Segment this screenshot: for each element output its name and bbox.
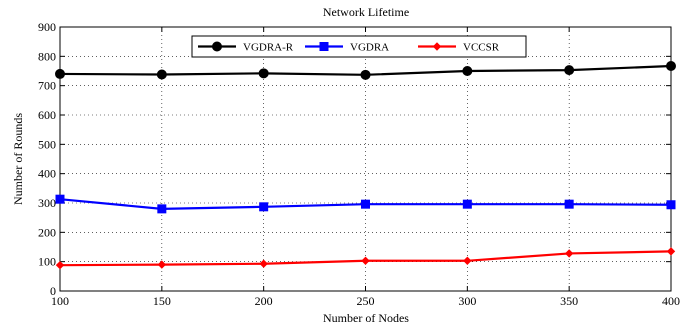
- data-point-vccsr: [362, 257, 369, 264]
- y-tick-label: 600: [38, 108, 56, 122]
- y-tick-label: 900: [38, 20, 56, 34]
- y-tick-label: 100: [38, 255, 56, 269]
- data-point-vgdra: [463, 200, 471, 208]
- y-tick-label: 700: [38, 79, 56, 93]
- data-point-vccsr: [668, 248, 675, 255]
- data-point-vgdra: [260, 203, 268, 211]
- data-point-vgdra: [667, 201, 675, 209]
- series-vgdra-r: [56, 62, 676, 80]
- x-tick-label: 400: [662, 294, 680, 308]
- series: [56, 62, 676, 269]
- data-point-vgdra-r: [157, 70, 166, 79]
- data-point-vccsr: [464, 257, 471, 264]
- y-tick-label: 200: [38, 225, 56, 239]
- legend-swatch-marker: [320, 43, 328, 51]
- x-tick-label: 350: [560, 294, 578, 308]
- data-point-vgdra-r: [463, 67, 472, 76]
- data-point-vccsr: [260, 260, 267, 267]
- data-point-vgdra-r: [667, 62, 676, 71]
- x-tick-label: 200: [255, 294, 273, 308]
- data-point-vgdra: [362, 200, 370, 208]
- legend-label: VCCSR: [463, 42, 500, 54]
- legend-swatch-marker: [213, 42, 222, 51]
- data-point-vgdra: [56, 195, 64, 203]
- data-point-vgdra: [565, 200, 573, 208]
- data-point-vgdra: [158, 205, 166, 213]
- legend: VGDRA-R VGDRA VCCSR: [192, 36, 526, 57]
- grid: [60, 27, 671, 291]
- data-point-vgdra-r: [259, 69, 268, 78]
- y-tick-label: 500: [38, 137, 56, 151]
- data-point-vccsr: [57, 262, 64, 269]
- legend-label: VGDRA: [350, 42, 389, 54]
- data-point-vgdra-r: [565, 66, 574, 75]
- data-point-vccsr: [158, 261, 165, 268]
- x-tick-label: 250: [357, 294, 375, 308]
- data-point-vccsr: [566, 250, 573, 257]
- y-tick-label: 300: [38, 196, 56, 210]
- x-tick-label: 150: [153, 294, 171, 308]
- y-axis-label: Number of Rounds: [11, 113, 25, 205]
- x-tick-label: 100: [51, 294, 69, 308]
- data-point-vgdra-r: [56, 69, 65, 78]
- y-tick-label: 400: [38, 167, 56, 181]
- data-point-vgdra-r: [361, 70, 370, 79]
- series-vgdra: [56, 195, 675, 213]
- x-tick-label: 300: [458, 294, 476, 308]
- y-tick-label: 800: [38, 49, 56, 63]
- chart-title: Network Lifetime: [323, 5, 409, 19]
- legend-label: VGDRA-R: [243, 42, 294, 54]
- x-axis-label: Number of Nodes: [323, 311, 409, 325]
